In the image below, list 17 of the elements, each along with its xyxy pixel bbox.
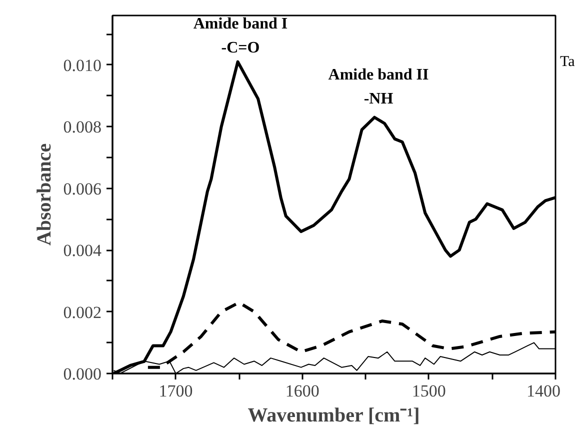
x-tick-label: 1400 [526,382,560,400]
annotation: Amide band I [193,16,288,32]
y-tick-label: 0.004 [63,241,102,260]
y-tick-label: 0.010 [63,56,102,75]
annotation: Amide band II [328,66,429,84]
x-tick-label: 1500 [412,382,446,400]
y-tick-label: 0.006 [63,179,102,198]
y-axis-title: Absorbance [33,143,56,246]
annotation: -C=O [221,40,260,56]
y-tick-label: 0.008 [63,118,102,137]
text: Ta [560,53,575,72]
y-tick-label: 0.002 [63,302,102,322]
annotation: -NH [364,90,394,108]
x-axis-title: Wavenumber [cm⁻¹] [248,404,420,426]
x-tick-label: 1700 [158,382,193,400]
x-tick-label: 1600 [285,382,320,400]
y-tick-label: 0.000 [63,364,102,384]
